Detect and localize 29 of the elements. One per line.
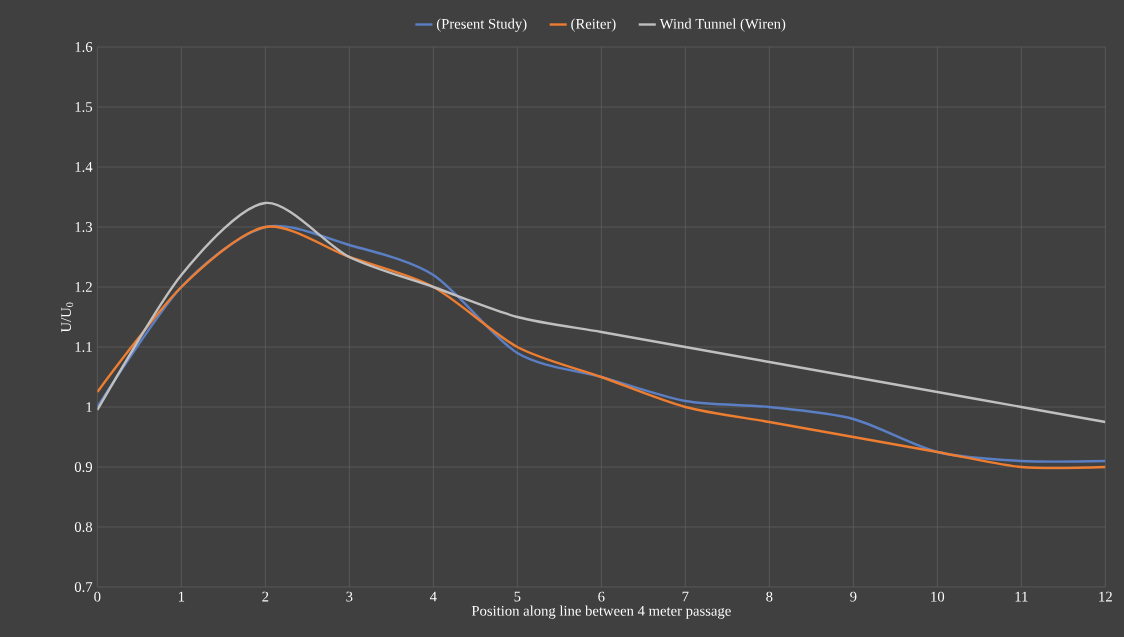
x-tick-label: 9 bbox=[850, 591, 857, 602]
x-tick-label: 6 bbox=[598, 591, 605, 602]
y-tick-label: 1.2 bbox=[75, 282, 92, 292]
x-tick-label: 4 bbox=[429, 591, 437, 602]
x-tick-label: 10 bbox=[931, 591, 945, 602]
y-tick-label: 1.4 bbox=[75, 162, 93, 172]
x-tick-label: 2 bbox=[262, 591, 269, 602]
y-tick-label: 1.1 bbox=[75, 342, 92, 352]
legend-label: (Present Study) bbox=[436, 18, 527, 32]
y-tick-label: 0.9 bbox=[74, 462, 93, 472]
x-axis-title: Position along line between 4 meter passage bbox=[471, 605, 731, 619]
y-tick-label: 0.8 bbox=[74, 522, 93, 532]
x-tick-label: 7 bbox=[682, 591, 689, 602]
x-tick-label: 1 bbox=[178, 591, 185, 602]
x-tick-label: 0 bbox=[94, 591, 101, 602]
y-tick-label: 1 bbox=[86, 402, 92, 412]
line-series bbox=[97, 201, 1106, 424]
legend-label: (Reiter) bbox=[571, 18, 616, 32]
x-tick-label: 5 bbox=[514, 591, 521, 602]
y-tick-label: 1.6 bbox=[75, 42, 93, 52]
legend-label: Wind Tunnel (Wiren) bbox=[659, 18, 786, 32]
x-tick-label: 11 bbox=[1015, 591, 1028, 602]
y-tick-label: 1.3 bbox=[75, 222, 93, 232]
x-tick-label: 3 bbox=[346, 591, 353, 602]
y-axis-title: U/U$_{0}$ bbox=[61, 302, 74, 333]
y-tick-label: 1.5 bbox=[75, 102, 93, 112]
x-tick-label: 12 bbox=[1099, 591, 1112, 602]
x-tick-label: 8 bbox=[766, 591, 773, 602]
y-tick-label: 0.7 bbox=[74, 582, 93, 592]
